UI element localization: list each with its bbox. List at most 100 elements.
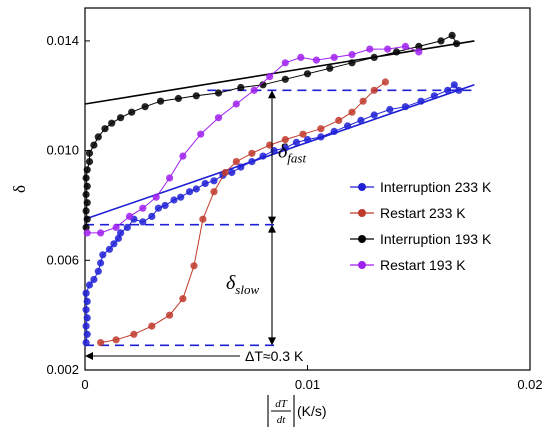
data-point: [430, 92, 438, 100]
legend-label: Restart 233 K: [380, 205, 466, 221]
x-tick-label: 0: [81, 377, 88, 392]
data-point: [437, 37, 445, 45]
data-point: [112, 336, 120, 344]
data-point: [101, 125, 109, 133]
data-point: [199, 215, 207, 223]
data-point: [148, 322, 156, 330]
delta-fast-label: δfast: [278, 140, 306, 165]
data-point: [232, 100, 240, 108]
data-point: [401, 103, 409, 111]
legend-label: Interruption 193 K: [380, 231, 492, 247]
data-point: [228, 168, 236, 177]
y-tick-label: 0.010: [46, 143, 79, 158]
y-tick-label: 0.002: [46, 362, 79, 377]
data-point: [108, 119, 116, 127]
data-point: [83, 215, 91, 223]
data-point: [128, 108, 136, 116]
data-point: [259, 152, 267, 160]
data-point: [177, 193, 185, 201]
delta-fast-sub: fast: [287, 150, 306, 165]
data-point: [83, 166, 91, 174]
data-point: [83, 330, 91, 338]
data-point: [99, 251, 107, 259]
data-point: [83, 297, 91, 305]
data-point: [448, 31, 456, 39]
data-point: [330, 127, 338, 135]
data-point: [237, 83, 245, 92]
data-point: [450, 81, 458, 89]
series-3: [83, 42, 423, 237]
data-point: [82, 339, 90, 347]
arrow-head-down: [268, 337, 276, 346]
data-point: [130, 330, 138, 338]
legend-label: Restart 193 K: [380, 257, 466, 273]
data-point: [97, 339, 105, 347]
data-point: [90, 275, 98, 284]
legend-marker: [358, 183, 366, 191]
x-label-unit: (K/s): [297, 403, 327, 419]
data-point: [161, 201, 169, 210]
y-axis-label: δ: [10, 185, 29, 193]
data-point: [190, 262, 198, 270]
data-point: [82, 289, 90, 297]
data-point: [152, 193, 160, 201]
delta-fast-main: δ: [278, 140, 288, 162]
data-point: [259, 81, 267, 89]
data-point: [392, 48, 401, 56]
series-1: [97, 78, 389, 347]
data-point: [348, 51, 356, 59]
data-point: [166, 174, 174, 182]
data-point: [303, 136, 312, 144]
data-point: [94, 267, 102, 275]
arrow-head-down: [268, 216, 276, 225]
arrow-head-up: [268, 90, 276, 99]
data-point: [281, 59, 289, 67]
delta-slow-sub: slow: [235, 282, 259, 297]
delta-t-arrow: [85, 352, 240, 360]
delta-slow-main: δ: [226, 272, 236, 294]
legend-item: Restart 193 K: [350, 257, 466, 273]
trend-line: [84, 40, 475, 105]
data-point: [370, 86, 378, 94]
x-tick-label: 0.02: [517, 377, 542, 392]
data-point: [348, 108, 356, 116]
data-point: [348, 59, 356, 67]
data-point: [401, 42, 409, 51]
delta-fast-arrow: [268, 90, 276, 225]
legend-marker: [358, 209, 366, 217]
data-point: [139, 218, 147, 226]
data-point: [312, 56, 320, 64]
delta-slow-label: δslow: [226, 272, 259, 297]
series-2: [82, 31, 475, 231]
data-point: [281, 136, 289, 144]
data-point: [357, 116, 365, 124]
data-point: [292, 138, 300, 146]
y-tick-label: 0.006: [46, 252, 79, 267]
data-point: [170, 196, 178, 204]
data-point: [90, 141, 98, 149]
data-point: [85, 149, 94, 157]
data-point: [297, 53, 305, 62]
data-point: [201, 179, 209, 188]
data-point: [317, 125, 325, 133]
data-point: [359, 97, 367, 105]
legend-item: Restart 233 K: [350, 205, 466, 221]
data-point: [123, 223, 131, 231]
data-point: [370, 111, 378, 119]
data-point: [83, 182, 91, 190]
data-point: [384, 45, 392, 53]
delta-slow-arrow: [268, 224, 276, 346]
series-line: [87, 45, 419, 234]
data-point: [148, 212, 156, 220]
data-point: [281, 144, 289, 152]
arrow-head-left: [85, 352, 93, 360]
trend-line: [84, 84, 475, 220]
data-point: [210, 188, 218, 196]
data-point: [117, 229, 125, 237]
legend-label: Interruption 233 K: [380, 179, 492, 195]
data-point: [214, 89, 223, 97]
data-point: [82, 223, 90, 231]
data-point: [179, 295, 187, 303]
data-point: [214, 114, 223, 122]
data-point: [415, 48, 423, 56]
